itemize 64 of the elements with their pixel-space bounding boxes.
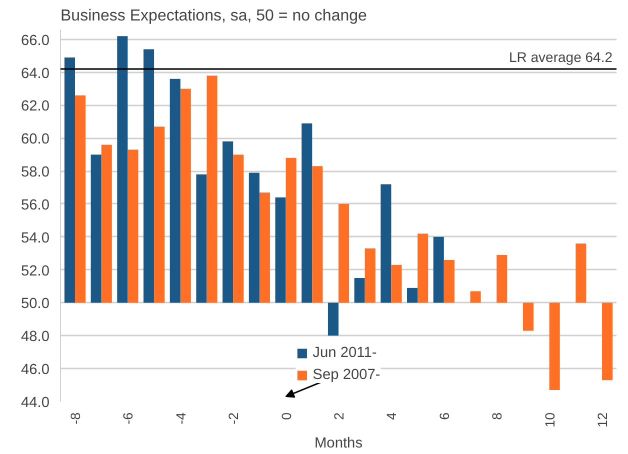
y-tick-label: 46.0 [20, 362, 50, 378]
bar [444, 260, 454, 303]
bar [128, 150, 138, 303]
x-tick-label: -4 [173, 412, 188, 424]
y-tick-label: 48.0 [20, 329, 50, 346]
bar [248, 172, 260, 303]
y-tick-label: 44.0 [20, 395, 50, 411]
bar [354, 278, 365, 303]
bar [328, 302, 338, 336]
bar [64, 57, 75, 303]
bar [90, 154, 102, 303]
bar [101, 144, 112, 303]
x-tick-label: 8 [490, 412, 505, 420]
bar [576, 243, 586, 303]
bar [117, 36, 128, 303]
bar [338, 204, 350, 303]
bar [470, 291, 481, 303]
chart-title: Business Expectations, sa, 50 = no change [60, 8, 368, 24]
bar [418, 234, 428, 303]
x-tick-label: -2 [226, 412, 242, 424]
x-tick-label: -8 [68, 412, 83, 424]
y-tick-label: 58.0 [20, 164, 50, 181]
bar [364, 248, 376, 303]
bar [275, 197, 286, 303]
x-tick-label: 6 [436, 412, 452, 420]
bar [206, 76, 218, 303]
bar [154, 126, 165, 303]
bar [380, 184, 392, 303]
bar [549, 302, 560, 390]
bar [222, 141, 234, 303]
y-tick-label: 66.0 [20, 32, 50, 49]
legend-label: Sep 2007- [312, 367, 380, 383]
bar [302, 123, 312, 303]
x-tick-label: 0 [278, 412, 294, 420]
x-tick-label: -6 [120, 412, 136, 424]
x-tick-label: 4 [384, 412, 400, 420]
y-tick-label: 64.0 [20, 66, 50, 82]
y-tick-label: 50.0 [20, 296, 50, 312]
bar [233, 154, 244, 303]
bar [286, 158, 296, 303]
bar [407, 288, 418, 303]
bar [180, 88, 191, 303]
bar [433, 236, 444, 303]
x-axis-title: Months [314, 435, 363, 452]
bar [259, 192, 270, 303]
bar [391, 264, 402, 303]
bar [496, 255, 508, 303]
bar [144, 49, 154, 303]
ref-line-label: LR average 64.2 [508, 49, 613, 66]
bar [312, 166, 323, 303]
x-tick-label: 2 [332, 412, 346, 420]
bar [602, 302, 613, 380]
x-tick-label: 10 [542, 412, 558, 428]
y-tick-label: 60.0 [20, 132, 50, 148]
y-tick-label: 54.0 [20, 230, 50, 246]
bar [196, 174, 207, 303]
x-tick-label: 12 [595, 412, 610, 428]
bar [170, 78, 180, 303]
bar [74, 95, 86, 303]
legend-label: Jun 2011- [312, 345, 377, 361]
y-tick-label: 56.0 [20, 197, 50, 214]
y-tick-label: 52.0 [20, 263, 50, 280]
bar [522, 302, 534, 331]
y-tick-label: 62.0 [20, 98, 50, 115]
